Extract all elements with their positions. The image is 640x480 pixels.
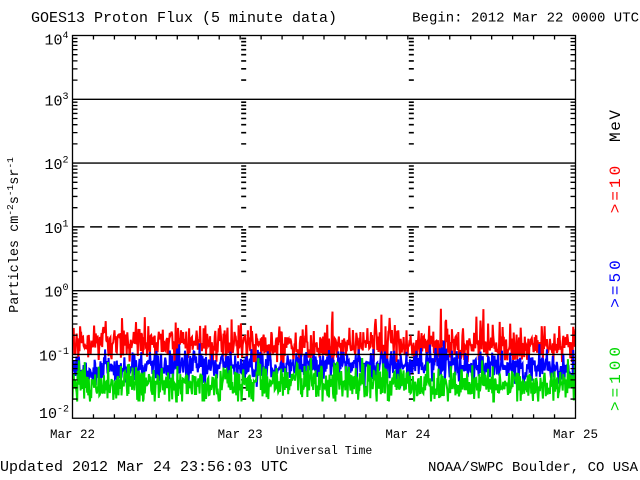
svg-text:Begin: 2012 Mar 22 0000 UTC: Begin: 2012 Mar 22 0000 UTC [412,11,639,27]
svg-text:GOES13 Proton Flux (5 minute d: GOES13 Proton Flux (5 minute data) [31,10,337,27]
svg-text:Updated 2012 Mar 24 23:56:03 U: Updated 2012 Mar 24 23:56:03 UTC [0,459,288,476]
svg-text:>=100: >=100 [607,343,625,411]
svg-text:Universal Time: Universal Time [276,445,373,458]
svg-text:>=50: >=50 [607,257,625,307]
svg-text:Mar 25: Mar 25 [553,428,598,442]
svg-text:>=10: >=10 [607,163,625,213]
svg-text:Particles cm-2s-1sr-1: Particles cm-2s-1sr-1 [5,157,23,313]
svg-text:MeV: MeV [607,108,625,142]
svg-text:Mar 22: Mar 22 [50,428,95,442]
svg-text:NOAA/SWPC Boulder, CO USA: NOAA/SWPC Boulder, CO USA [428,460,639,476]
svg-text:Mar 24: Mar 24 [385,428,430,442]
svg-text:Mar 23: Mar 23 [218,428,263,442]
